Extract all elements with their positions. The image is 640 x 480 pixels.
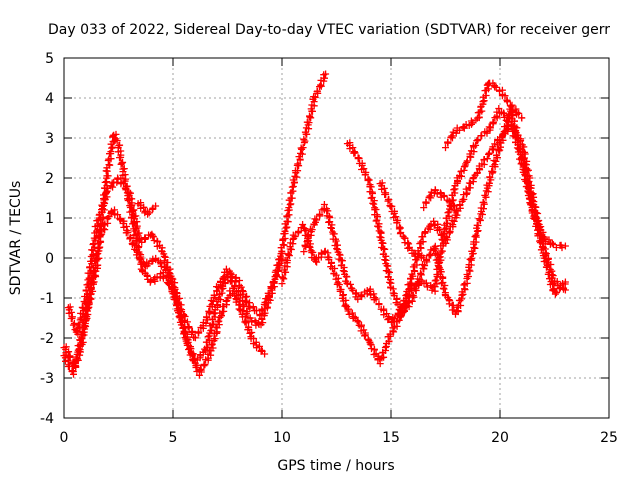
y-tick-label: 0 — [45, 251, 54, 267]
x-tick-label: 10 — [273, 430, 291, 446]
x-tick-label: 20 — [491, 430, 509, 446]
axis-ticks — [63, 57, 610, 419]
series-markers — [420, 186, 460, 214]
series-markers — [60, 206, 269, 379]
y-tick-label: -4 — [40, 411, 54, 427]
series-track-9 — [420, 186, 460, 214]
series-markers — [376, 179, 428, 262]
x-tick-label: 0 — [60, 430, 69, 446]
series-track-10 — [442, 79, 526, 152]
y-tick-label: 1 — [45, 211, 54, 227]
x-axis-label: GPS time / hours — [277, 458, 394, 474]
series-markers — [442, 79, 526, 152]
tick-labels: 0 5 10 15 20 25 -4 -3 -2 -1 0 1 2 3 4 5 — [40, 51, 618, 446]
series-markers — [64, 174, 286, 342]
y-tick-label: 5 — [45, 51, 54, 67]
x-tick-label: 15 — [382, 430, 400, 446]
y-tick-label: 4 — [45, 91, 54, 107]
series-markers — [134, 199, 160, 218]
plot-frame — [63, 57, 610, 419]
series-layer — [60, 70, 569, 379]
y-tick-label: -1 — [40, 291, 54, 307]
series-track-4 — [134, 199, 160, 218]
series-track-3 — [60, 206, 269, 379]
series-markers — [343, 105, 569, 319]
series-track-2 — [64, 174, 286, 342]
y-axis-label: SDTVAR / TECUs — [8, 181, 24, 296]
chart-title: Day 033 of 2022, Sidereal Day-to-day VTE… — [48, 22, 610, 38]
series-track-8 — [376, 179, 428, 262]
x-tick-label: 5 — [169, 430, 178, 446]
y-tick-label: -3 — [40, 371, 54, 387]
y-tick-label: 3 — [45, 131, 54, 147]
x-tick-label: 25 — [600, 430, 618, 446]
y-tick-label: -2 — [40, 331, 54, 347]
series-track-7 — [343, 105, 569, 319]
y-tick-label: 2 — [45, 171, 54, 187]
